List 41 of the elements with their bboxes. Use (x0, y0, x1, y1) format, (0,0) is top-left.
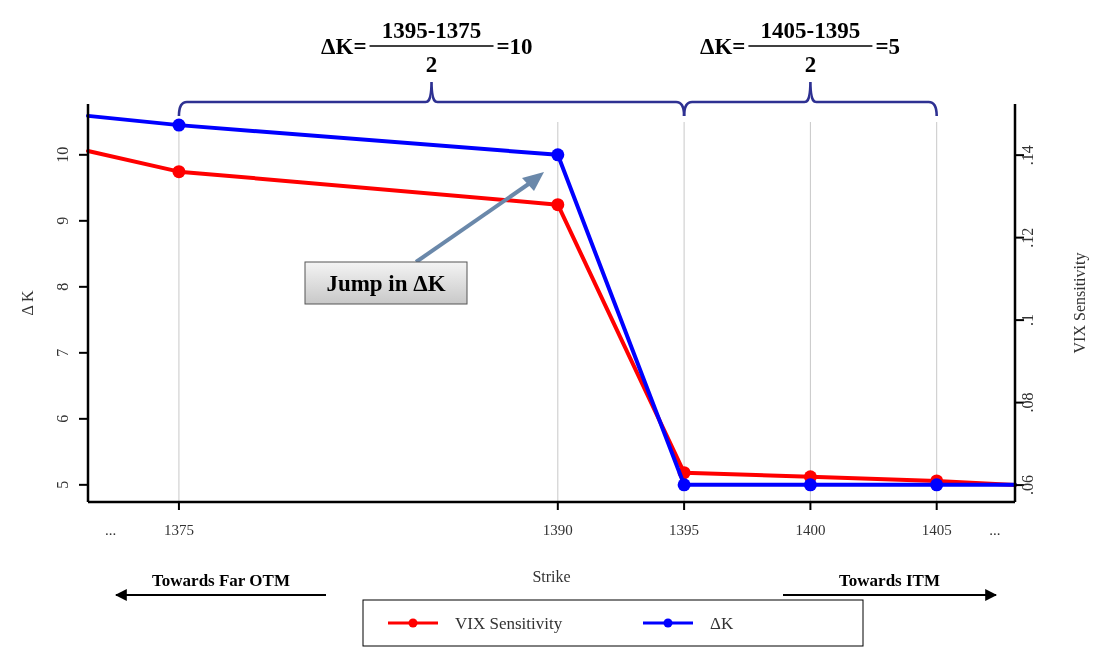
x-tick-label: 1375 (163, 522, 194, 538)
x-tick-label: ... (105, 522, 117, 538)
x-tick-label: 1390 (542, 522, 573, 538)
x-tick-label: 1400 (795, 522, 826, 538)
y2-axis-title: VIX Sensitivity (1071, 252, 1089, 354)
y-axis-title: Δ K (19, 290, 36, 316)
y2-tick-label: .12 (1019, 227, 1036, 248)
point (551, 148, 565, 162)
y-tick-label: 6 (54, 414, 71, 423)
x-tick-label: 1405 (921, 522, 952, 538)
text: Towards ITM (839, 571, 940, 590)
y-tick-label: 8 (54, 282, 71, 291)
point (803, 478, 817, 492)
legend-label: ΔK (710, 614, 734, 633)
annotation: Jump in ΔK (326, 271, 446, 296)
text: Towards Far OTM (152, 571, 290, 590)
point (930, 478, 944, 492)
y-tick-label: 7 (54, 348, 71, 357)
y-tick-label: 5 (54, 480, 71, 489)
text: 1395-1375 (381, 18, 482, 43)
legend-label: VIX Sensitivity (455, 614, 563, 633)
text: =5 (875, 34, 901, 59)
y2-tick-label: .06 (1019, 475, 1036, 496)
text: 2 (804, 52, 817, 77)
text: 2 (425, 52, 438, 77)
text: 1405-1395 (760, 18, 861, 43)
y2-tick-label: .14 (1019, 145, 1036, 166)
text: =10 (496, 34, 533, 59)
x-tick-label: 1395 (669, 522, 700, 538)
point (677, 478, 691, 492)
point (172, 165, 186, 179)
point (551, 198, 565, 212)
point (172, 118, 186, 132)
y2-tick-label: .1 (1019, 314, 1036, 327)
y2-tick-label: .08 (1019, 392, 1036, 413)
text: ΔK= (699, 34, 746, 59)
text: ΔK= (321, 34, 367, 59)
x-tick-label: ... (989, 522, 1001, 538)
x-axis-title: Strike (532, 568, 571, 585)
y-tick-label: 9 (54, 216, 71, 225)
y-tick-label: 10 (54, 146, 71, 163)
